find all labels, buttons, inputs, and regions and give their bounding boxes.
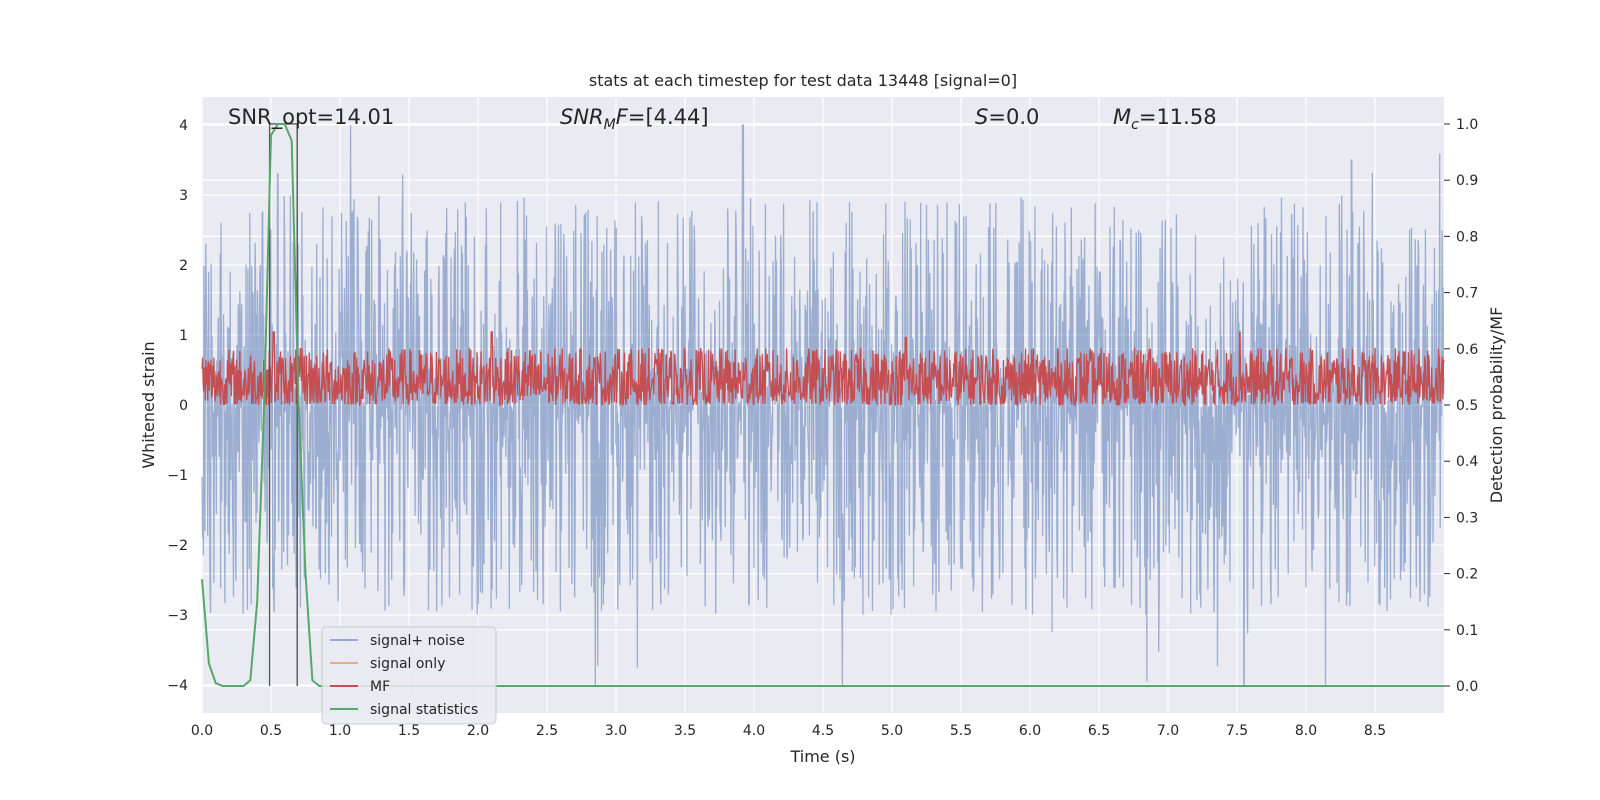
right-y-tick-label: 0.8 bbox=[1456, 229, 1478, 245]
right-y-axis-ticks: 0.0 0.1 0.2 0.3 0.4 0.5 0.6 0.7 0.8 0.9 1.0 bbox=[1444, 117, 1478, 695]
s-annotation: S=0.0 bbox=[975, 105, 1039, 129]
x-axis-ticks: 0.0 0.5 1.0 1.5 2.0 2.5 3.0 3.5 4.0 4.5 5.0 5.5 6.0 6… bbox=[191, 723, 1386, 739]
x-tick-label: 0.5 bbox=[260, 723, 282, 739]
right-y-tick-label: 0.9 bbox=[1456, 173, 1478, 189]
legend-label-mf: MF bbox=[370, 679, 390, 695]
x-tick-label: 1.5 bbox=[398, 723, 420, 739]
right-y-tick-label: 0.4 bbox=[1456, 454, 1478, 470]
s-value: 0.0 bbox=[1006, 105, 1039, 129]
left-y-tick-label: 4 bbox=[179, 118, 188, 134]
x-tick-label: 5.5 bbox=[950, 723, 972, 739]
legend-label-stats: signal statistics bbox=[370, 702, 478, 718]
x-tick-label: 6.5 bbox=[1088, 723, 1110, 739]
mc-annotation: Mc=11.58 bbox=[1113, 105, 1217, 133]
x-tick-label: 8.5 bbox=[1364, 723, 1386, 739]
right-y-tick-label: 0.2 bbox=[1456, 567, 1478, 583]
x-tick-label: 2.0 bbox=[467, 723, 489, 739]
left-y-tick-label: −2 bbox=[167, 538, 188, 554]
left-y-tick-label: 1 bbox=[179, 328, 188, 344]
x-tick-label: 2.5 bbox=[536, 723, 558, 739]
legend: signal+ noise signal only MF signal stat… bbox=[321, 626, 497, 725]
mc-value: 11.58 bbox=[1156, 105, 1216, 129]
snr-opt-annotation: SNR_opt=14.01 bbox=[228, 105, 394, 130]
right-y-tick-label: 0.1 bbox=[1456, 623, 1478, 639]
x-tick-label: 3.0 bbox=[605, 723, 627, 739]
right-y-tick-label: 0.6 bbox=[1456, 342, 1478, 358]
x-tick-label: 7.0 bbox=[1157, 723, 1179, 739]
right-y-tick-label: 1.0 bbox=[1456, 117, 1478, 133]
right-y-axis-label: Detection probability/MF bbox=[1487, 307, 1506, 504]
x-tick-label: 8.0 bbox=[1295, 723, 1317, 739]
mf-series bbox=[201, 331, 1445, 408]
signal-statistics-series bbox=[201, 123, 1444, 687]
right-y-tick-label: 0.7 bbox=[1456, 286, 1478, 302]
legend-label-signal-only: signal only bbox=[370, 656, 445, 672]
snr-mf-value: [4.44] bbox=[645, 105, 708, 129]
left-y-tick-label: −3 bbox=[167, 608, 188, 624]
left-y-axis-ticks: −4 −3 −2 −1 0 1 2 3 4 bbox=[167, 118, 188, 694]
legend-label-noise: signal+ noise bbox=[370, 633, 465, 649]
right-y-tick-label: 0.0 bbox=[1456, 679, 1478, 695]
x-tick-label: 6.0 bbox=[1019, 723, 1041, 739]
left-y-tick-label: 0 bbox=[179, 398, 188, 414]
x-tick-label: 1.0 bbox=[329, 723, 351, 739]
left-y-tick-label: −1 bbox=[167, 468, 188, 484]
x-tick-label: 4.0 bbox=[743, 723, 765, 739]
left-y-tick-label: 2 bbox=[179, 258, 188, 274]
left-y-tick-label: −4 bbox=[167, 678, 188, 694]
x-tick-label: 0.0 bbox=[191, 723, 213, 739]
x-tick-label: 4.5 bbox=[812, 723, 834, 739]
left-y-tick-label: 3 bbox=[179, 188, 188, 204]
x-axis-label: Time (s) bbox=[789, 747, 855, 766]
chart-title: stats at each timestep for test data 134… bbox=[589, 71, 1017, 90]
signal-statistics-line bbox=[201, 123, 1444, 687]
left-y-axis-label: Whitened strain bbox=[139, 341, 158, 468]
legend-box bbox=[321, 626, 497, 725]
right-y-tick-label: 0.3 bbox=[1456, 510, 1478, 526]
snr-mf-annotation: SNRMF=[4.44] bbox=[560, 105, 709, 133]
right-y-tick-label: 0.5 bbox=[1456, 398, 1478, 414]
x-tick-label: 7.5 bbox=[1226, 723, 1248, 739]
mf-line bbox=[201, 331, 1445, 408]
x-tick-label: 5.0 bbox=[881, 723, 903, 739]
x-tick-label: 3.5 bbox=[674, 723, 696, 739]
